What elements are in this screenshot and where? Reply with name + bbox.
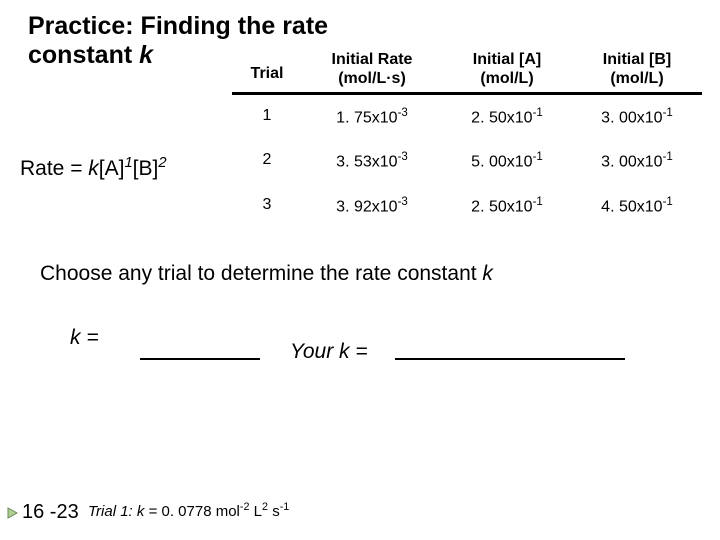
rate-law-equation: Rate = k[A]1[B]2 [20, 155, 167, 181]
col-trial: Trial [232, 50, 302, 88]
table-header: Trial Initial Rate(mol/L·s) Initial [A](… [232, 50, 702, 92]
blank-line-2 [395, 340, 625, 360]
your-k-label: Your k = [290, 340, 368, 364]
col-b: Initial [B](mol/L) [572, 50, 702, 88]
blank-line-1 [140, 340, 260, 360]
col-rate: Initial Rate(mol/L·s) [302, 50, 442, 88]
data-table: Trial Initial Rate(mol/L·s) Initial [A](… [232, 50, 702, 228]
answer-text: Trial 1: k = 0. 0778 mol-2 L2 s-1 [88, 501, 289, 520]
table-row: 1 1. 75x10-3 2. 50x10-1 3. 00x10-1 [232, 95, 702, 139]
page-number: 16 -23 [22, 501, 79, 524]
table-row: 3 3. 92x10-3 2. 50x10-1 4. 50x10-1 [232, 184, 702, 228]
instruction-text: Choose any trial to determine the rate c… [40, 262, 493, 286]
table-row: 2 3. 53x10-3 5. 00x10-1 3. 00x10-1 [232, 139, 702, 183]
nav-arrow-icon [6, 506, 20, 520]
col-a: Initial [A](mol/L) [442, 50, 572, 88]
k-equals-label: k = [70, 326, 99, 350]
